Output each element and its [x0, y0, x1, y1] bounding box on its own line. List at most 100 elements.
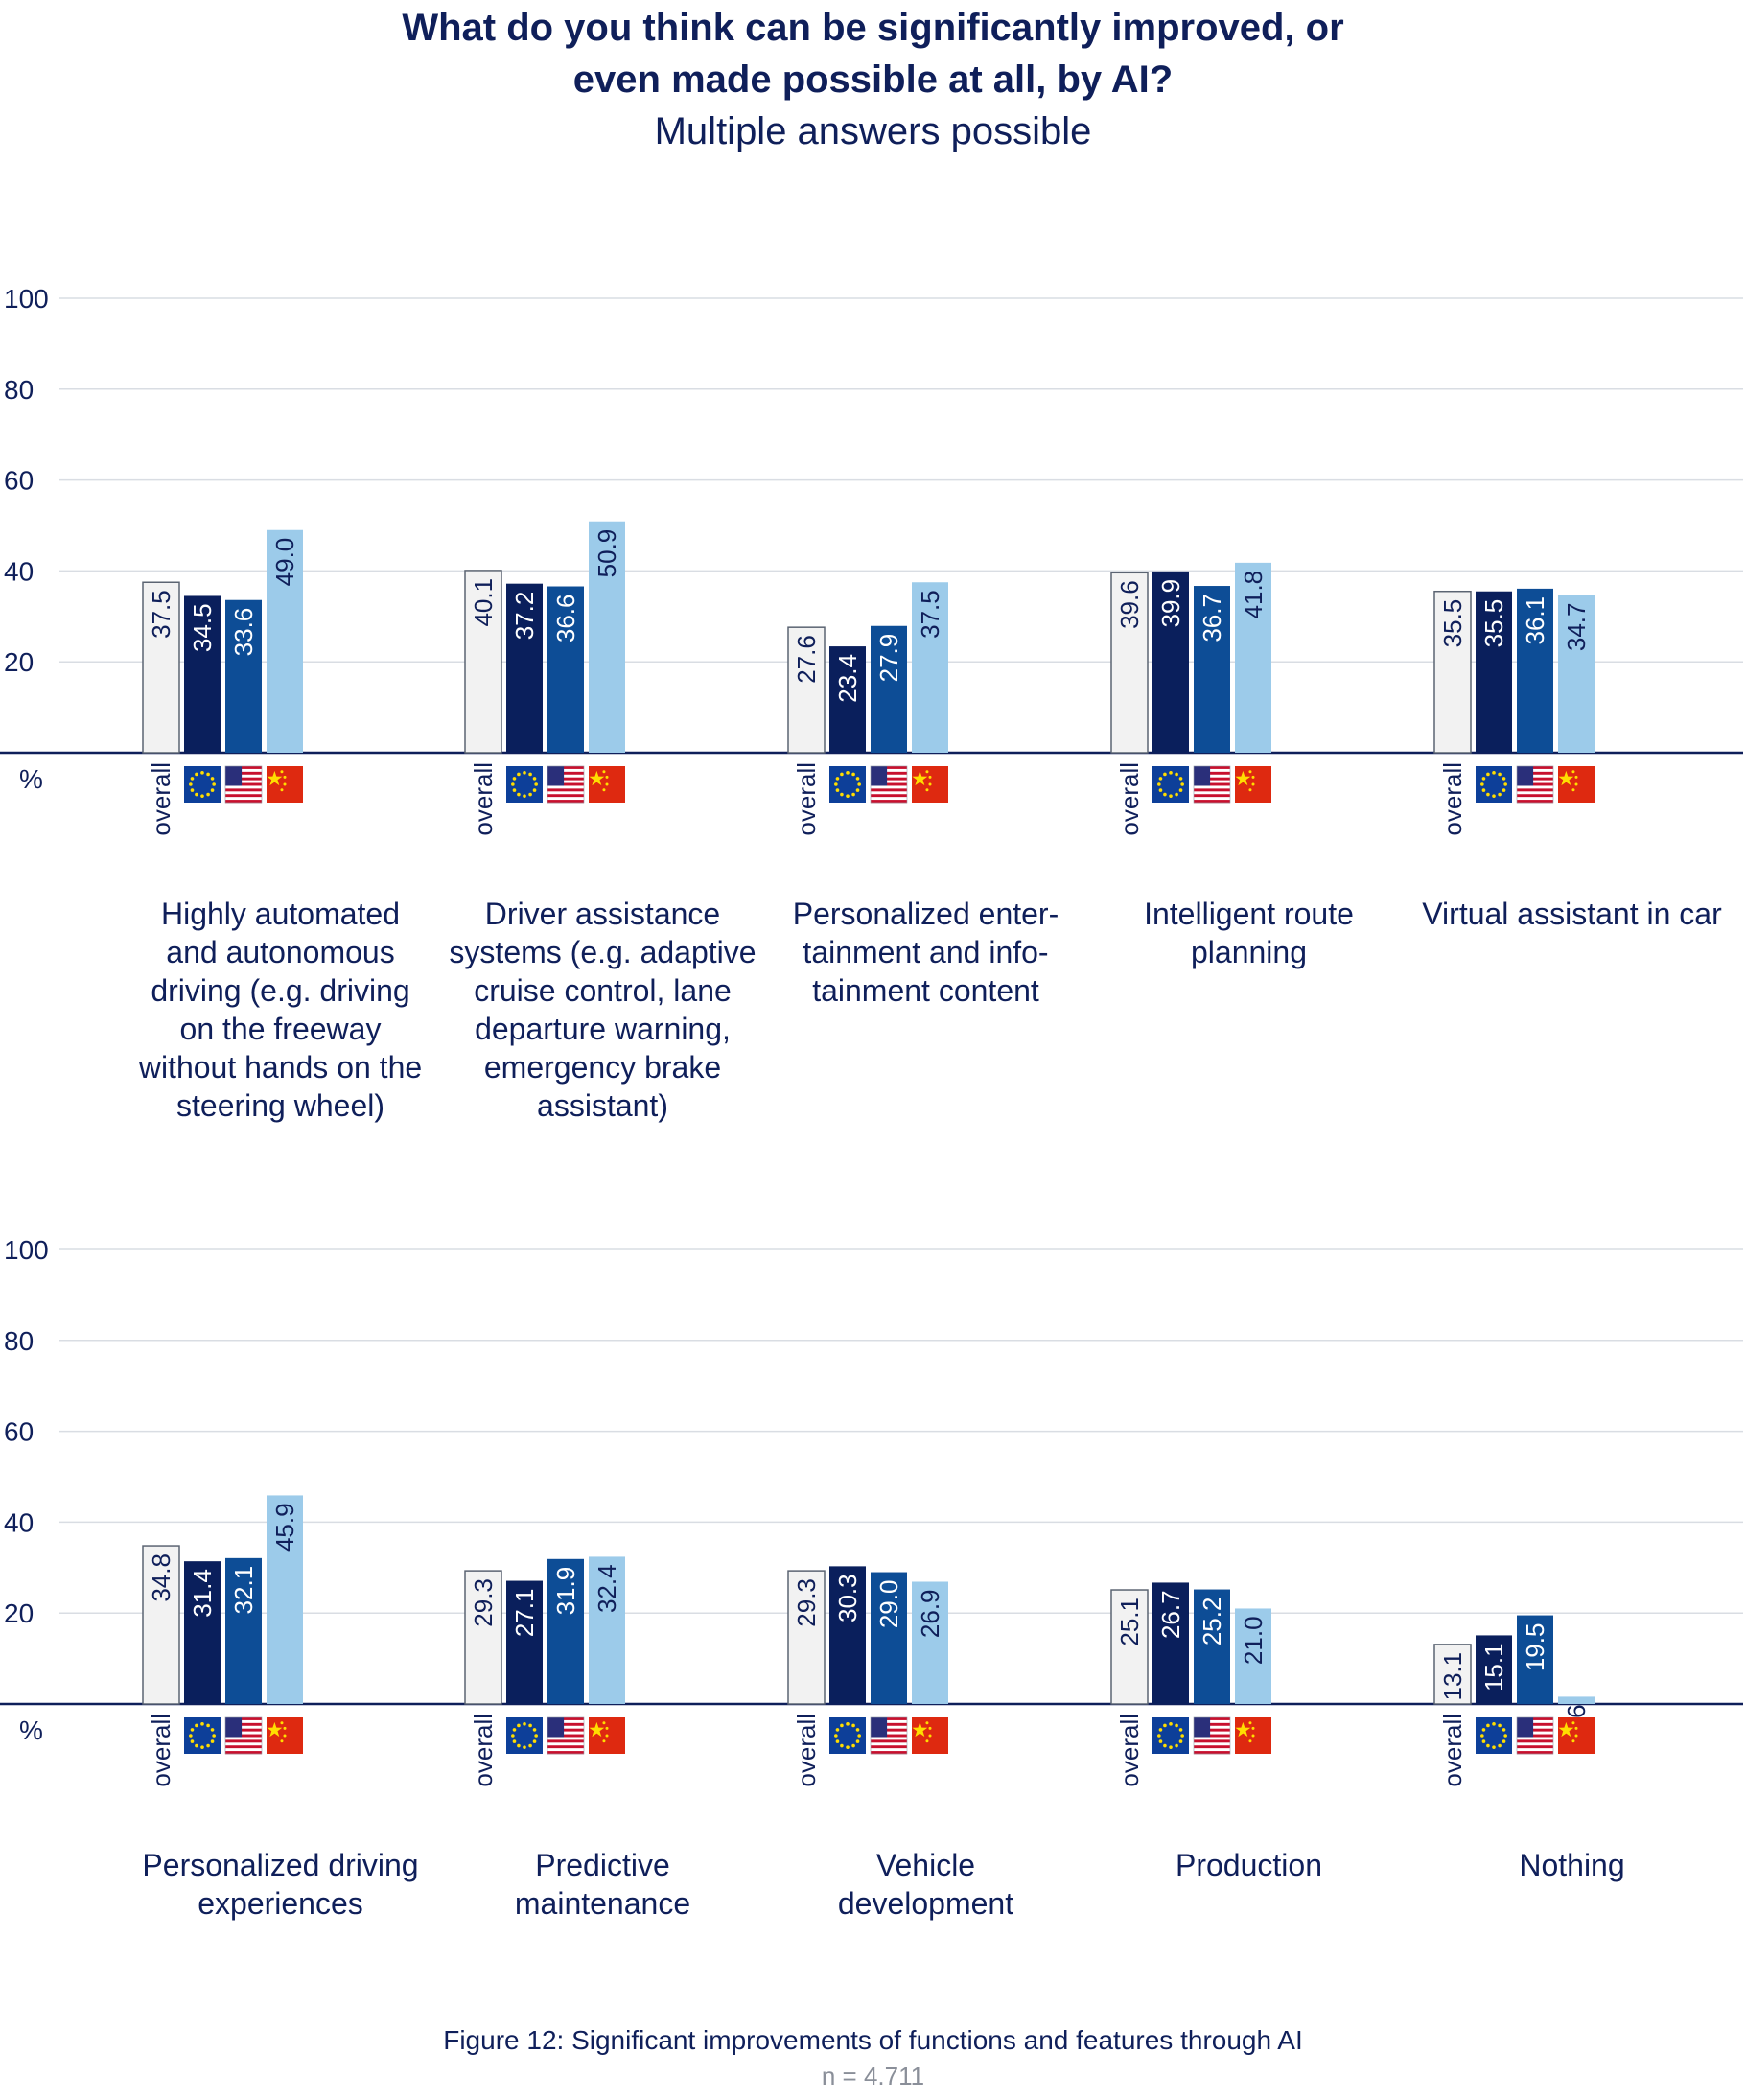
cn-flag-small-star	[925, 788, 929, 792]
bar-cn-3	[912, 582, 948, 753]
us-flag-stripe	[225, 1748, 262, 1752]
us-flag-stripe	[225, 777, 262, 781]
us-flag-stripe	[547, 1728, 584, 1732]
category-label-line: Vehicle	[876, 1848, 975, 1882]
bar-overall-7	[464, 1570, 502, 1705]
us-flag-stripe	[225, 791, 262, 795]
us-flag-stripe	[871, 777, 907, 781]
eu-flag-star	[1178, 777, 1183, 781]
us-flag-stripe	[1517, 782, 1553, 786]
eu-flag-star	[200, 771, 204, 775]
category-label-line: development	[838, 1886, 1013, 1921]
eu-flag-star	[851, 792, 855, 797]
eu-flag-star	[195, 792, 198, 797]
eu-flag-star	[1157, 1734, 1161, 1738]
eu-flag-star	[840, 1723, 844, 1728]
bar-us-8	[871, 1572, 907, 1704]
category-label-line: planning	[1191, 935, 1307, 969]
data-label-cn: 21.0	[1239, 1616, 1268, 1665]
eu-flag-star	[1169, 1722, 1173, 1726]
category-label-line: on the freeway	[180, 1012, 382, 1046]
data-label-us: 25.2	[1198, 1598, 1226, 1646]
category-label-line: tainment content	[812, 973, 1039, 1008]
data-label-eu: 23.4	[833, 654, 862, 703]
us-flag-stripe	[225, 797, 262, 801]
us-flag-stripe	[1517, 791, 1553, 795]
cn-flag-star	[1235, 1721, 1251, 1738]
us-flag-canton	[547, 1717, 565, 1738]
cn-flag-small-star	[1571, 770, 1575, 774]
category-label-line: Nothing	[1519, 1848, 1624, 1882]
us-flag-stripe	[547, 766, 584, 770]
eu-flag-star	[1163, 1743, 1167, 1748]
eu-flag-star	[1492, 794, 1496, 798]
us-flag-stripe	[1194, 1731, 1230, 1735]
eu-flag-star	[511, 782, 515, 786]
eu-flag-star	[195, 772, 198, 777]
eu-flag-star	[1492, 771, 1496, 775]
bar-cn-7	[589, 1556, 625, 1704]
us-flag-canton	[1194, 1717, 1211, 1738]
eu-flag-star	[851, 1723, 855, 1728]
eu-flag-star	[1498, 772, 1502, 777]
eu-flag-star	[523, 794, 526, 798]
cn-flag-small-star	[280, 1721, 284, 1725]
us-flag-stripe	[547, 1737, 584, 1740]
us-flag-stripe	[1194, 1739, 1230, 1743]
data-label-cn: 49.0	[270, 538, 299, 587]
us-flag-stripe	[225, 800, 262, 804]
us-flag-stripe	[1194, 777, 1230, 781]
us-flag-stripe	[1194, 1717, 1230, 1721]
category-label-line: Predictive	[535, 1848, 670, 1882]
chart-title-line-1: What do you think can be significantly i…	[402, 7, 1344, 49]
cn-flag-small-star	[928, 1726, 932, 1730]
unit-label: %	[19, 1715, 43, 1745]
cn-flag-small-star	[605, 782, 609, 786]
us-flag-stripe	[871, 785, 907, 789]
data-label-overall: 25.1	[1115, 1598, 1144, 1646]
data-label-eu: 15.1	[1479, 1643, 1508, 1692]
overall-axis-label: overall	[469, 1714, 498, 1787]
us-flag-stripe	[547, 797, 584, 801]
us-flag-icon	[1193, 765, 1231, 804]
bar-overall-3	[787, 626, 826, 754]
eu-flag-star	[1163, 792, 1167, 797]
cn-flag-small-star	[1574, 1734, 1578, 1738]
cn-flag-small-star	[1251, 1734, 1255, 1738]
eu-flag-star	[190, 1728, 195, 1732]
data-label-overall: 27.6	[792, 635, 821, 684]
us-flag-canton	[1517, 1717, 1534, 1738]
us-flag-stripe	[1194, 1737, 1230, 1740]
category-label-line: cruise control, lane	[474, 973, 732, 1008]
us-flag-canton	[225, 766, 243, 786]
eu-flag-star	[210, 1739, 215, 1743]
eu-flag-star	[200, 1745, 204, 1749]
us-flag-stripe	[1194, 800, 1230, 804]
us-flag-stripe	[547, 800, 584, 804]
us-flag-stripe	[225, 768, 262, 773]
data-label-us: 36.1	[1521, 596, 1549, 645]
us-flag-stripe	[871, 788, 907, 792]
category-label-line: Intelligent route	[1144, 897, 1354, 931]
us-flag-stripe	[547, 774, 584, 778]
us-flag-stripe	[225, 771, 262, 776]
bar-us-3	[871, 625, 907, 753]
data-label-overall: 13.1	[1438, 1652, 1467, 1701]
us-flag-stripe	[1517, 1719, 1553, 1724]
eu-flag-star	[512, 777, 517, 781]
bar-us-2	[547, 586, 584, 753]
us-flag-stripe	[1194, 785, 1230, 789]
cn-flag-small-star	[1251, 1726, 1255, 1730]
us-flag-stripe	[871, 1745, 907, 1749]
cn-flag-small-star	[1574, 782, 1578, 786]
us-flag-stripe	[871, 797, 907, 801]
us-flag-stripe	[225, 1725, 262, 1729]
eu-flag-star	[532, 788, 537, 792]
eu-flag-star	[1486, 1743, 1490, 1748]
data-label-us: 27.9	[874, 634, 903, 683]
us-flag-stripe	[225, 1737, 262, 1740]
data-label-us: 36.7	[1198, 594, 1226, 642]
eu-flag-star	[200, 794, 204, 798]
category-label-line: Virtual assistant in car	[1422, 897, 1722, 931]
us-flag-stripe	[1517, 766, 1553, 770]
